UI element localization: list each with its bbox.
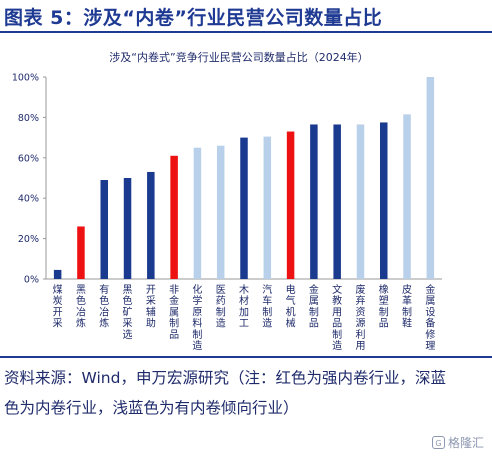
- bar-17: [426, 77, 435, 279]
- bar-10: [263, 136, 272, 279]
- y-tick-label: 0%: [24, 275, 39, 286]
- y-tick-label: 40%: [18, 194, 39, 205]
- x-tick-label: 橡塑制品: [379, 283, 389, 330]
- bar-16: [403, 114, 411, 280]
- x-tick-label: 金属设备修理: [425, 283, 435, 352]
- bar-3: [100, 180, 108, 279]
- x-tick-label: 废弃资源利用: [355, 283, 365, 352]
- x-tick-label: 木材加工: [239, 284, 249, 330]
- x-tick-label: 煤炭开采: [53, 283, 63, 330]
- x-tick-label: 黑色冶炼: [76, 284, 86, 330]
- bar-13: [333, 124, 341, 279]
- bar-2: [77, 226, 85, 279]
- bar-8: [216, 145, 225, 279]
- bar-chart: 涉及“内卷式”竞争行业民营公司数量占比（2024年） 0% 20% 40% 60% 80%…: [12, 50, 442, 352]
- x-tick-label: 化学原料制造: [192, 283, 202, 352]
- bar-6: [170, 155, 178, 279]
- source-note: 资料来源：Wind，申万宏源研究（注：红色为强内卷行业，深蓝色为内卷行业，浅蓝色…: [4, 369, 446, 417]
- bar-12: [310, 124, 318, 279]
- bar-5: [147, 171, 155, 279]
- x-tick-label: 非金属制品: [169, 284, 179, 341]
- x-tick-label: 汽车制造: [262, 283, 272, 330]
- x-tick-label: 皮革制鞋: [402, 283, 412, 330]
- watermark-text: 格隆汇: [447, 436, 484, 450]
- watermark-logo-icon: G: [431, 436, 445, 449]
- x-tick-label: 电气机械: [286, 283, 296, 330]
- x-tick-label: 黑色矿采选: [123, 284, 133, 341]
- chart-title: 涉及“内卷式”竞争行业民营公司数量占比（2024年）: [109, 50, 368, 64]
- x-tick-label: 金属制品: [309, 283, 319, 330]
- bar-7: [193, 147, 202, 279]
- bar-9: [240, 137, 248, 279]
- watermark: G 格隆汇: [431, 434, 484, 451]
- bar-11: [286, 131, 295, 279]
- y-tick-label: 80%: [18, 113, 39, 124]
- y-tick-label: 100%: [12, 73, 39, 84]
- bar-1: [53, 269, 62, 279]
- x-tick-label: 开采辅助: [146, 285, 156, 330]
- bar-15: [380, 122, 388, 279]
- bottom-rule: [0, 356, 492, 358]
- title-rule: [0, 31, 492, 33]
- y-tick-label: 20%: [18, 234, 39, 245]
- figure-title: 图表 5：涉及“内卷”行业民营公司数量占比: [4, 7, 383, 29]
- x-tick-label: 有色冶炼: [99, 283, 109, 330]
- bar-14: [356, 124, 365, 279]
- x-tick-label: 医药制造: [216, 284, 226, 330]
- bar-4: [123, 178, 132, 279]
- x-tick-label: 文教用品制造: [332, 283, 342, 352]
- y-tick-label: 60%: [18, 153, 39, 164]
